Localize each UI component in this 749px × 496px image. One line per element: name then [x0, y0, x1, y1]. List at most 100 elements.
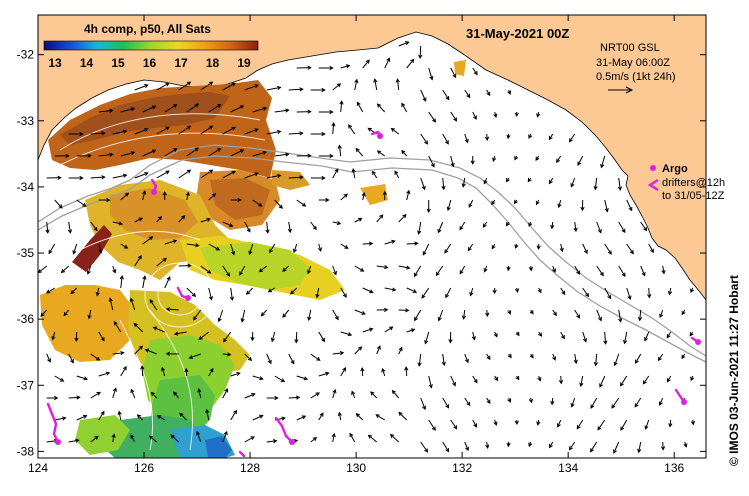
current-vector-head — [376, 345, 381, 350]
current-vector-head — [417, 230, 422, 235]
current-vector — [459, 221, 466, 230]
current-vector-head — [389, 433, 395, 439]
current-vector-head — [402, 213, 407, 219]
current-vector-head — [321, 87, 326, 93]
current-vector — [577, 155, 584, 166]
current-vector-head — [382, 190, 387, 196]
current-vector — [156, 170, 170, 179]
current-vector — [271, 331, 276, 342]
current-vector — [372, 171, 378, 179]
current-vector-head — [647, 294, 652, 299]
current-vector-head — [430, 163, 435, 168]
current-vector — [200, 81, 213, 91]
current-vector-head — [599, 383, 604, 388]
current-vector — [604, 331, 607, 344]
current-vector-head — [251, 393, 256, 397]
current-vector-head — [299, 87, 304, 92]
current-vector — [340, 367, 346, 377]
current-vector-head — [644, 425, 649, 430]
current-vector — [596, 221, 602, 233]
current-vector-head — [552, 356, 557, 361]
plot-frame — [37, 14, 707, 459]
current-vector — [442, 441, 450, 452]
current-vector — [582, 287, 589, 297]
current-vector-head — [435, 271, 440, 277]
current-vector — [445, 287, 452, 298]
current-vector-head — [130, 107, 136, 112]
current-vector-head — [690, 288, 695, 294]
current-vector — [68, 396, 80, 399]
current-vector — [288, 353, 295, 364]
colorbar-tick-label: 15 — [111, 56, 125, 70]
colorbar-ticks: 13 14 15 16 17 18 19 — [48, 56, 251, 70]
current-vector-head — [278, 204, 283, 209]
current-vector — [662, 265, 665, 274]
current-vector-head — [267, 359, 272, 365]
current-vector-head — [48, 249, 53, 255]
current-vector-head — [379, 214, 384, 219]
current-vector — [241, 309, 246, 322]
current-vector — [208, 287, 213, 300]
current-vector — [551, 397, 554, 405]
current-vector — [178, 215, 186, 223]
current-vector-head — [580, 206, 585, 212]
current-vector-head — [172, 239, 178, 244]
current-vector-head — [40, 312, 45, 317]
drifter-legend-icon — [647, 178, 659, 192]
current-vector-head — [444, 249, 449, 254]
current-vector — [384, 326, 393, 333]
current-vector — [376, 345, 381, 355]
current-vector — [266, 221, 269, 233]
current-vector — [576, 419, 584, 429]
current-vector — [398, 41, 409, 47]
current-vector-head — [217, 317, 222, 323]
current-vector-head — [344, 245, 349, 249]
current-vector — [120, 107, 135, 113]
current-vector-head — [486, 399, 491, 405]
current-vector — [418, 353, 422, 366]
current-vector-head — [223, 338, 228, 343]
current-vector-head — [661, 270, 666, 275]
current-vector — [307, 265, 312, 274]
current-vector — [597, 419, 606, 431]
current-vector — [186, 243, 199, 247]
current-vector — [396, 79, 400, 91]
current-vector-head — [535, 156, 540, 161]
current-vector — [96, 287, 100, 296]
current-vector-head — [162, 257, 167, 262]
current-vector — [222, 126, 236, 135]
current-vector-head — [401, 102, 406, 107]
current-vector — [120, 192, 129, 201]
current-vector-head — [274, 395, 279, 401]
current-vector — [156, 82, 170, 91]
current-vector-head — [187, 263, 192, 268]
current-vector-head — [658, 401, 663, 406]
current-vector-head — [373, 78, 378, 83]
current-vector-head — [267, 288, 273, 293]
current-vector-head — [437, 316, 442, 322]
current-vector-head — [260, 312, 265, 317]
current-vector-head — [239, 149, 245, 154]
current-vector-head — [87, 153, 92, 158]
current-vector-head — [628, 206, 633, 212]
current-vector-head — [334, 168, 339, 173]
current-vector-head — [109, 108, 114, 113]
current-vector-head — [337, 144, 342, 149]
current-vector — [382, 368, 386, 377]
current-vector — [208, 368, 214, 377]
current-vector — [98, 153, 113, 157]
current-vector — [61, 265, 70, 273]
current-vector-head — [342, 367, 346, 372]
current-vector-head — [307, 65, 312, 70]
current-vector-head — [556, 423, 561, 428]
current-vector — [442, 133, 449, 145]
current-vector — [340, 101, 343, 113]
current-vector — [252, 415, 263, 421]
current-vector — [222, 388, 229, 399]
current-vector — [316, 287, 320, 298]
current-vector — [377, 103, 386, 113]
current-vector-head — [597, 229, 602, 234]
current-vector — [149, 299, 158, 311]
current-vector-head — [331, 432, 336, 438]
current-vector — [340, 193, 348, 201]
